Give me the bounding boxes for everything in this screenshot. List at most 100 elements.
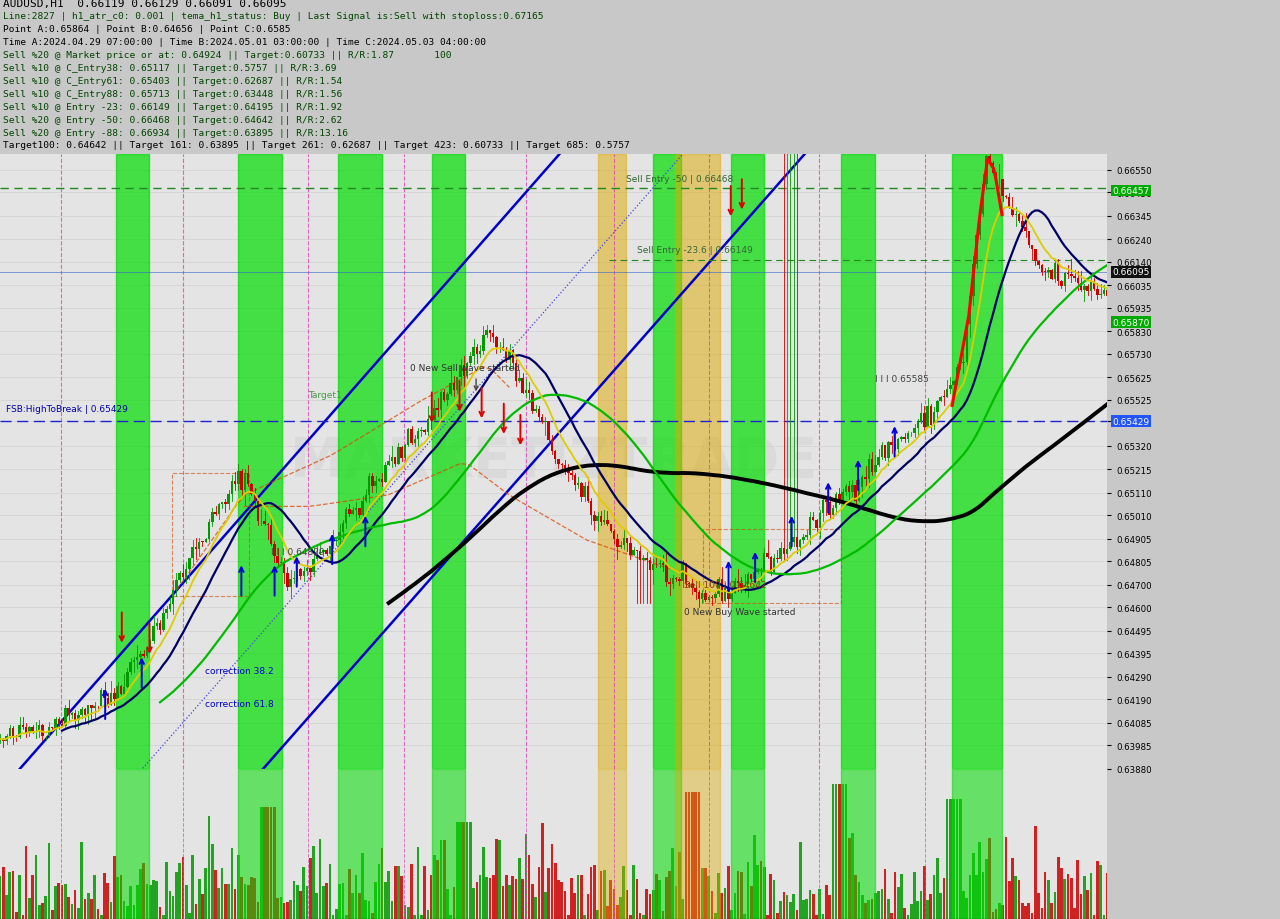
Bar xyxy=(796,538,799,547)
Bar xyxy=(475,882,479,919)
Bar xyxy=(550,845,553,919)
Bar xyxy=(531,884,534,919)
Bar xyxy=(832,508,835,516)
Bar xyxy=(616,905,618,919)
Bar xyxy=(1057,264,1060,281)
Bar xyxy=(658,563,660,564)
Bar xyxy=(1053,892,1056,919)
Bar xyxy=(868,901,870,919)
Bar xyxy=(1007,881,1010,919)
Bar xyxy=(175,872,178,919)
Bar xyxy=(982,185,984,214)
Bar xyxy=(436,860,439,919)
Bar xyxy=(910,904,913,919)
Bar xyxy=(485,877,488,919)
Bar xyxy=(923,414,925,427)
Bar xyxy=(238,769,283,919)
Bar xyxy=(323,550,325,552)
Bar xyxy=(205,868,207,919)
Bar xyxy=(453,888,456,919)
Bar xyxy=(342,524,344,532)
Bar xyxy=(483,336,485,352)
Bar xyxy=(653,154,681,769)
Bar xyxy=(106,882,109,919)
Bar xyxy=(129,663,132,673)
Bar xyxy=(858,882,860,919)
Bar xyxy=(704,868,707,919)
Bar xyxy=(367,902,370,919)
Bar xyxy=(169,891,172,919)
Bar xyxy=(512,351,515,364)
Bar xyxy=(841,154,874,769)
Bar xyxy=(54,886,56,919)
Bar xyxy=(561,882,563,919)
Bar xyxy=(662,911,664,919)
Bar xyxy=(1076,860,1079,919)
Bar xyxy=(521,379,524,393)
Text: Sell Entry -50 | 0.66468: Sell Entry -50 | 0.66468 xyxy=(626,175,733,183)
Bar xyxy=(923,866,925,919)
Bar xyxy=(224,503,227,505)
Bar xyxy=(300,891,302,919)
Bar xyxy=(287,573,289,587)
Bar xyxy=(753,573,755,579)
Bar xyxy=(531,393,534,412)
Bar xyxy=(426,911,429,919)
Bar xyxy=(440,392,442,411)
Bar xyxy=(1043,872,1047,919)
Bar xyxy=(146,648,148,656)
Bar xyxy=(913,428,915,434)
Bar xyxy=(753,835,755,919)
Bar xyxy=(430,420,433,421)
Bar xyxy=(230,482,233,494)
Bar xyxy=(1102,290,1105,294)
Bar xyxy=(312,845,315,919)
Bar xyxy=(172,896,174,919)
Bar xyxy=(443,392,445,400)
Bar xyxy=(1073,908,1076,919)
Bar xyxy=(1005,197,1007,198)
Bar xyxy=(1093,914,1096,919)
Bar xyxy=(731,594,733,600)
Bar xyxy=(639,913,641,919)
Bar xyxy=(178,863,180,919)
Bar xyxy=(476,348,479,355)
Bar xyxy=(508,351,511,361)
Bar xyxy=(861,895,864,919)
Bar xyxy=(468,822,471,919)
Bar xyxy=(401,448,403,459)
Bar xyxy=(649,894,652,919)
Bar xyxy=(306,569,308,572)
Bar xyxy=(378,865,380,919)
Bar xyxy=(1066,874,1069,919)
Bar xyxy=(308,569,311,572)
Bar xyxy=(485,331,488,336)
Text: FSB:HighToBreak | 0.65429: FSB:HighToBreak | 0.65429 xyxy=(5,405,128,414)
Bar xyxy=(737,871,740,919)
Bar xyxy=(5,894,8,919)
Bar xyxy=(721,893,723,919)
Bar xyxy=(68,897,70,919)
Bar xyxy=(335,910,338,919)
Bar xyxy=(1096,861,1098,919)
Bar xyxy=(678,852,681,919)
Bar xyxy=(838,494,841,501)
Bar xyxy=(877,891,879,919)
Bar xyxy=(685,791,687,919)
Bar xyxy=(1076,278,1079,283)
Bar xyxy=(371,476,374,486)
Bar xyxy=(1037,893,1039,919)
Bar xyxy=(900,874,902,919)
Bar xyxy=(224,884,227,919)
Bar xyxy=(367,476,370,495)
Bar xyxy=(293,578,296,580)
Bar xyxy=(211,512,214,522)
Bar xyxy=(136,885,138,919)
Bar xyxy=(3,739,5,742)
Text: Sell 100 | 0.64642: Sell 100 | 0.64642 xyxy=(685,581,767,590)
Bar xyxy=(155,881,159,919)
Text: 0 New Sell wave started: 0 New Sell wave started xyxy=(410,363,520,372)
Bar xyxy=(125,906,129,919)
Bar xyxy=(388,462,390,465)
Bar xyxy=(1005,837,1007,919)
